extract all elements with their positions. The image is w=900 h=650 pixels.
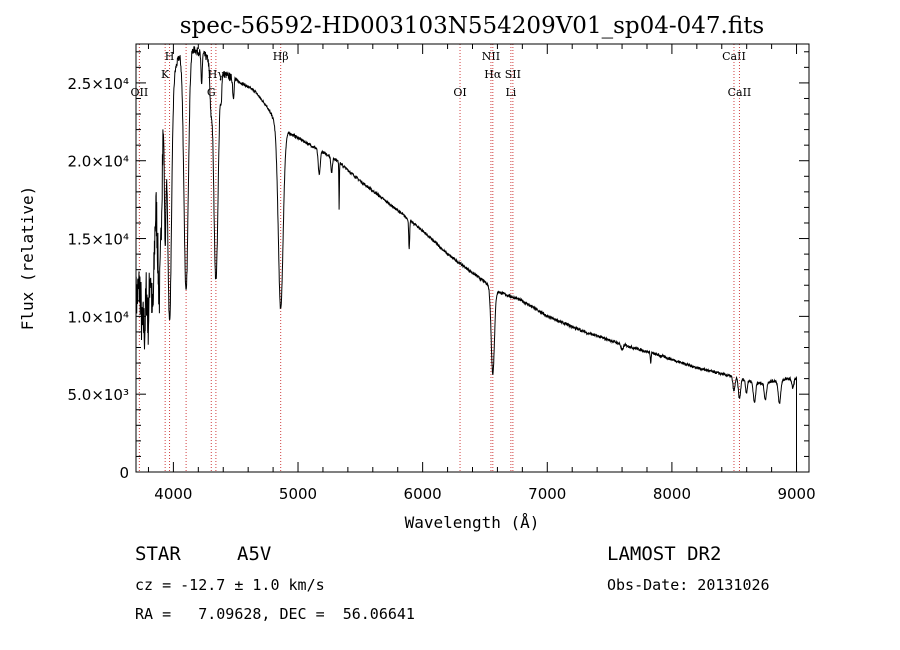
y-tick-label: 2.5×10⁴ <box>67 75 129 93</box>
spectral-subclass: A5V <box>237 543 272 565</box>
y-tick-label: 1.0×10⁴ <box>67 308 129 326</box>
spectrum-chart: spec-56592-HD003103N554209V01_sp04-047.f… <box>18 13 816 532</box>
spectral-line-label: G <box>207 86 216 99</box>
x-tick-label: 4000 <box>154 485 192 503</box>
y-tick-label: 2.0×10⁴ <box>67 153 129 171</box>
survey-name: LAMOST DR2 <box>607 543 722 565</box>
x-tick-label: 8000 <box>653 485 691 503</box>
spectral-line-label: CaII <box>728 86 752 99</box>
x-tick-label: 9000 <box>777 485 815 503</box>
y-axis-label: Flux (relative) <box>18 186 37 331</box>
spectral-line-label: K <box>161 68 170 81</box>
spectral-line-label: Hγ <box>208 68 225 81</box>
y-tick-label: 1.5×10⁴ <box>67 231 129 249</box>
x-axis-label: Wavelength (Å) <box>405 513 540 532</box>
spectral-line-label: Li <box>505 86 516 99</box>
spectral-line-label: CaII <box>722 50 746 63</box>
spectrum-line <box>135 46 797 472</box>
redshift-text: cz = -12.7 ± 1.0 km/s <box>135 576 325 594</box>
observation-date: Obs-Date: 20131026 <box>607 576 770 594</box>
spectral-line-label: SII <box>505 68 521 81</box>
y-tick-label: 5.0×10³ <box>67 386 129 404</box>
spectral-line-label: NII <box>482 50 500 63</box>
x-tick-label: 6000 <box>404 485 442 503</box>
spectral-line-label: Hβ <box>273 50 289 63</box>
plot-frame <box>135 43 810 473</box>
spectral-line-label: OII <box>131 86 149 99</box>
coordinates-text: RA = 7.09628, DEC = 56.06641 <box>135 605 415 623</box>
object-class: STAR <box>135 543 181 565</box>
x-tick-label: 5000 <box>279 485 317 503</box>
x-tick-label: 7000 <box>528 485 566 503</box>
spectral-line-label: H <box>165 50 175 63</box>
spectral-line-label: OI <box>453 86 466 99</box>
chart-title: spec-56592-HD003103N554209V01_sp04-047.f… <box>180 13 765 39</box>
spectral-line-label: Hα <box>484 68 502 81</box>
y-tick-label: 0 <box>119 464 129 482</box>
